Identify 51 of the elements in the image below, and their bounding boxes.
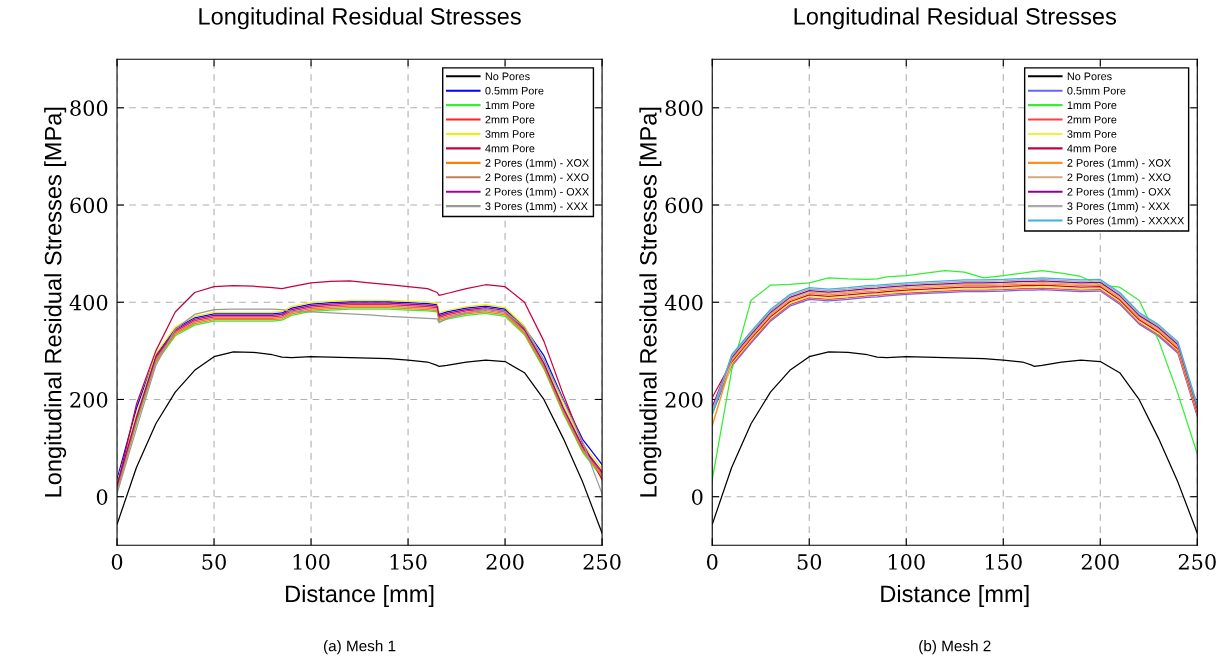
y-tick-label: 0 bbox=[96, 489, 108, 505]
x-tick-label: 100 bbox=[293, 554, 330, 570]
legend-label: No Pores bbox=[1067, 72, 1112, 81]
x-tick-label: 50 bbox=[797, 554, 822, 570]
y-tick-label: 400 bbox=[664, 294, 703, 311]
x-tick-label: 0 bbox=[111, 554, 123, 570]
legend-label: 2mm Pore bbox=[1067, 115, 1117, 124]
y-tick-label: 400 bbox=[69, 294, 108, 311]
legend-label: 4mm Pore bbox=[485, 144, 535, 153]
legend-label: 1mm Pore bbox=[485, 101, 535, 110]
legend-label: 2 Pores (1mm) - OXX bbox=[485, 187, 589, 198]
x-tick-label: 250 bbox=[583, 554, 621, 570]
y-tick-label: 800 bbox=[70, 100, 108, 117]
x-tick-label: 100 bbox=[888, 554, 925, 570]
legend-label: 2 Pores (1mm) - XOX bbox=[1067, 158, 1171, 169]
legend-label: 5 Pores (1mm) - XXXXX bbox=[1067, 216, 1185, 227]
y-tick-label: 200 bbox=[70, 391, 108, 408]
x-tick-label: 150 bbox=[985, 554, 1022, 570]
x-axis-title: Distance [mm] bbox=[286, 584, 434, 607]
text: (b) Mesh 2 bbox=[919, 640, 991, 655]
legend-label: 3mm Pore bbox=[1067, 130, 1117, 138]
y-tick-label: 800 bbox=[665, 100, 703, 117]
legend-label: No Pores bbox=[485, 72, 530, 81]
y-axis-title: Longitudinal Residual Stresses [MPa] bbox=[44, 107, 67, 497]
legend-label: 3 Pores (1mm) - XXX bbox=[1067, 202, 1170, 213]
x-tick-label: 0 bbox=[706, 554, 718, 570]
y-tick-label: 200 bbox=[665, 391, 703, 408]
y-tick-label: 0 bbox=[692, 489, 703, 505]
legend-label: 2 Pores (1mm) - OXX bbox=[1067, 187, 1171, 198]
y-tick-label: 600 bbox=[70, 197, 108, 214]
legend-label: 2 Pores (1mm) - XXO bbox=[1067, 173, 1171, 184]
y-tick-label: 600 bbox=[665, 197, 703, 214]
legend-label: 0.5mm Pore bbox=[1067, 86, 1126, 95]
legend-label: 4mm Pore bbox=[1067, 144, 1117, 153]
legend-label: 1mm Pore bbox=[1067, 101, 1117, 110]
x-tick-label: 50 bbox=[202, 554, 226, 570]
legend-label: 3 Pores (1mm) - XXX bbox=[485, 202, 588, 213]
legend-label: 2mm Pore bbox=[485, 115, 535, 124]
x-axis-title: Distance [mm] bbox=[881, 584, 1029, 607]
legend-label: 3mm Pore bbox=[485, 130, 535, 138]
x-tick-label: 250 bbox=[1178, 554, 1216, 570]
x-tick-label: 200 bbox=[486, 554, 524, 570]
legend-label: 2 Pores (1mm) - XXO bbox=[485, 173, 589, 184]
y-axis-title: Longitudinal Residual Stresses [MPa] bbox=[639, 107, 662, 497]
chart-title: Longitudinal Residual Stresses bbox=[199, 7, 521, 30]
legend-label: 0.5mm Pore bbox=[485, 86, 544, 95]
chart-title: Longitudinal Residual Stresses bbox=[794, 7, 1117, 30]
x-tick-label: 200 bbox=[1081, 554, 1119, 570]
x-tick-label: 150 bbox=[390, 554, 427, 570]
text: (a) Mesh 1 bbox=[324, 640, 396, 655]
legend-label: 2 Pores (1mm) - XOX bbox=[485, 158, 589, 169]
